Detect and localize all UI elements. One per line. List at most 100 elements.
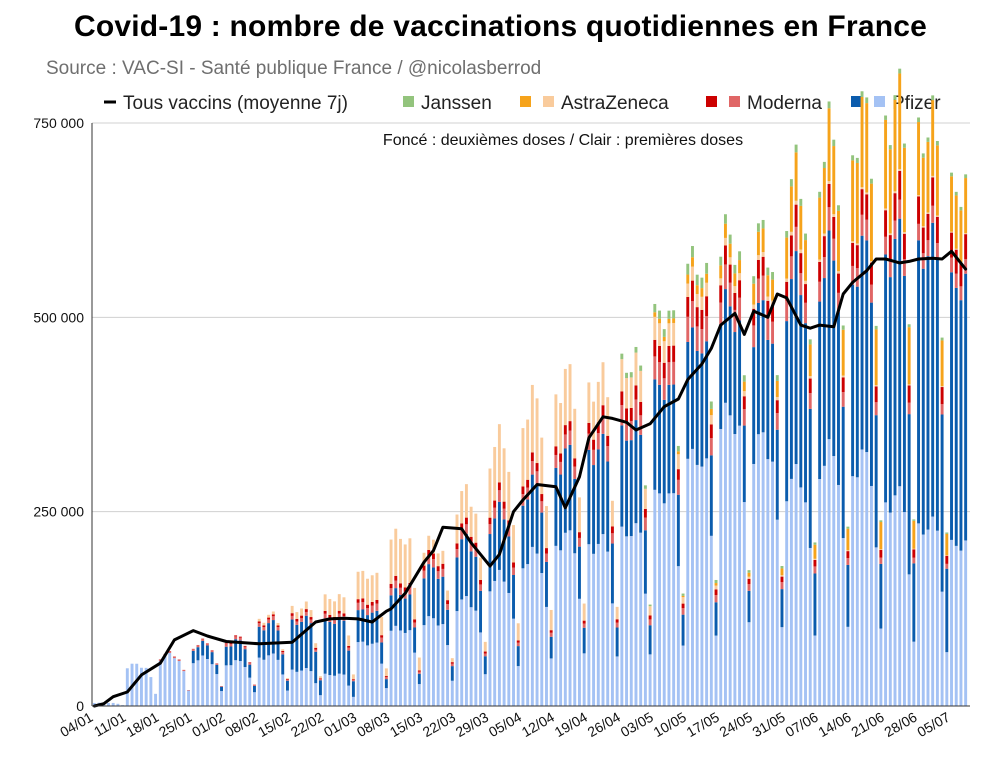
bar-segment	[540, 494, 544, 502]
bar-segment	[747, 576, 751, 579]
bar-segment	[789, 231, 793, 236]
bar-segment	[177, 659, 181, 662]
bar-segment	[493, 518, 497, 581]
bar-segment	[860, 189, 864, 215]
bar-segment	[540, 437, 544, 495]
bar-segment	[822, 168, 826, 234]
bar-segment	[714, 602, 718, 636]
bar-segment	[841, 392, 845, 407]
bar-segment	[738, 251, 742, 261]
bar-segment	[695, 293, 699, 308]
bar-segment	[695, 326, 699, 351]
bar-segment	[530, 546, 534, 706]
bar-segment	[563, 425, 567, 435]
bar-segment	[351, 681, 355, 697]
bar-segment	[775, 429, 779, 520]
bar-segment	[846, 558, 850, 565]
bar-segment	[224, 665, 228, 706]
bar-segment	[888, 145, 892, 150]
bar-segment	[658, 345, 661, 363]
bar-segment	[742, 375, 746, 382]
bar-segment	[347, 685, 351, 706]
bar-segment	[314, 643, 318, 648]
bar-segment	[375, 599, 379, 604]
bar-segment	[681, 593, 685, 596]
bar-segment	[229, 665, 233, 706]
bar-segment	[756, 278, 760, 303]
bar-segment	[940, 591, 944, 706]
bar-segment	[771, 272, 775, 280]
bar-segment	[620, 353, 624, 360]
bar-segment	[361, 641, 365, 706]
bar-segment	[766, 267, 770, 276]
bar-segment	[464, 596, 468, 706]
bar-segment	[841, 375, 845, 378]
bar-segment	[262, 622, 266, 626]
bar-segment	[667, 318, 671, 324]
bar-segment	[672, 310, 676, 319]
bar-segment	[964, 258, 968, 274]
bar-segment	[610, 603, 614, 706]
bar-segment	[267, 614, 271, 618]
bar-segment	[455, 543, 459, 550]
bar-segment	[921, 268, 925, 535]
bar-segment	[488, 534, 492, 592]
bar-segment	[582, 623, 586, 628]
bar-segment	[450, 662, 454, 664]
bar-segment	[921, 227, 925, 254]
bar-segment	[888, 260, 892, 278]
bar-segment	[389, 588, 393, 596]
bar-segment	[700, 466, 704, 706]
bar-segment	[874, 385, 878, 387]
bar-segment	[573, 458, 577, 467]
bar-segment	[281, 674, 285, 706]
bar-segment	[512, 574, 515, 619]
bar-segment	[912, 549, 916, 558]
bar-segment	[356, 610, 360, 643]
bar-segment	[709, 415, 713, 425]
bar-segment	[380, 635, 384, 638]
bar-segment	[290, 615, 294, 620]
bar-segment	[587, 422, 591, 434]
bar-segment	[728, 264, 732, 283]
bar-segment	[483, 656, 487, 675]
x-tick-label: 01/02	[189, 709, 228, 740]
bar-segment	[601, 534, 605, 706]
bar-segment	[686, 297, 690, 317]
bar-segment	[620, 405, 624, 426]
bar-segment	[794, 464, 798, 706]
bar-segment	[559, 550, 563, 706]
bar-segment	[295, 612, 299, 619]
bar-segment	[714, 589, 718, 596]
bar-segment	[323, 594, 327, 611]
bar-segment	[361, 602, 365, 610]
bar-segment	[902, 233, 906, 260]
y-tick-label: 0	[76, 698, 84, 714]
bar-segment	[832, 216, 836, 239]
bar-segment	[450, 666, 454, 681]
bar-segment	[380, 642, 384, 664]
bar-segment	[290, 619, 294, 670]
bar-segment	[813, 542, 817, 545]
bar-segment	[860, 214, 864, 236]
bar-segment	[723, 214, 727, 224]
bar-segment	[479, 632, 483, 706]
bar-segment	[370, 575, 374, 602]
bar-segment	[714, 579, 718, 584]
bar-segment	[568, 364, 572, 422]
bar-segment	[719, 256, 723, 266]
bar-segment	[107, 703, 110, 706]
bar-segment	[389, 595, 393, 631]
bar-segment	[865, 240, 869, 453]
bar-segment	[789, 235, 793, 257]
bar-segment	[658, 323, 661, 346]
bar-segment	[846, 551, 850, 559]
bar-segment	[351, 674, 355, 680]
x-tick-label: 26/04	[585, 709, 624, 740]
bar-segment	[248, 664, 252, 678]
bar-segment	[653, 312, 657, 317]
bar-segment	[855, 157, 859, 163]
bar-segment	[945, 568, 949, 653]
bar-segment	[620, 425, 624, 527]
bar-segment	[257, 657, 261, 706]
